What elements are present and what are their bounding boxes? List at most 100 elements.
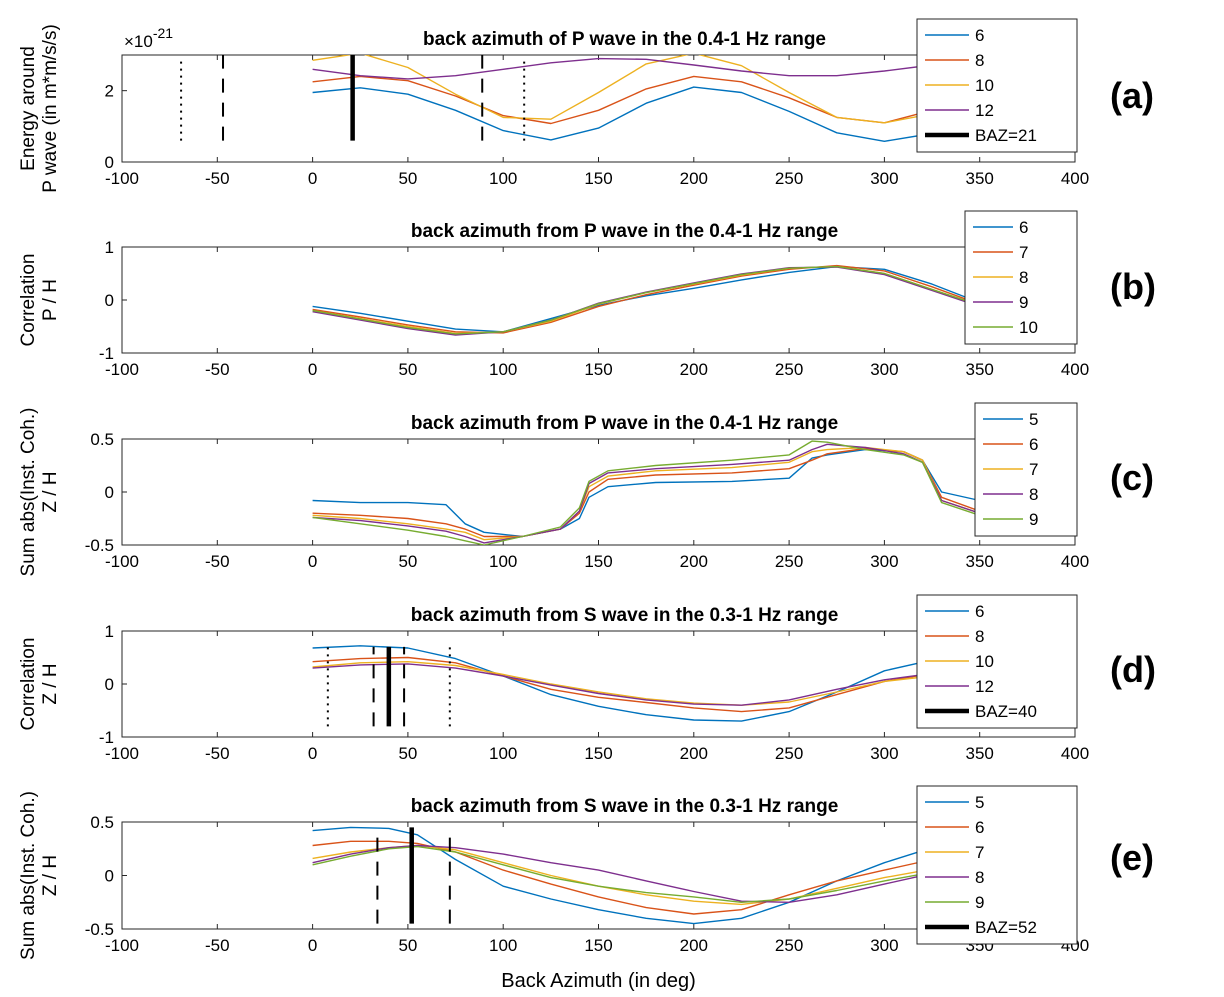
y-tick-label: 2 bbox=[105, 82, 114, 101]
x-tick-label: -100 bbox=[105, 936, 139, 955]
y-tick-label: 0 bbox=[105, 153, 114, 172]
x-tick-label: 200 bbox=[680, 552, 708, 571]
y-tick-label: 0 bbox=[105, 483, 114, 502]
x-tick-label: -50 bbox=[205, 360, 230, 379]
y-axis-label: P wave (in m*m/s/s) bbox=[40, 24, 61, 193]
plot-area bbox=[312, 645, 980, 727]
x-tick-label: 250 bbox=[775, 936, 803, 955]
x-tick-label: 400 bbox=[1061, 360, 1089, 379]
x-tick-label: 200 bbox=[680, 360, 708, 379]
y-tick-label: -0.5 bbox=[85, 536, 114, 555]
x-tick-label: 200 bbox=[680, 169, 708, 188]
panel-label: (a) bbox=[1110, 75, 1154, 116]
plot-area bbox=[312, 264, 980, 336]
x-tick-label: 250 bbox=[775, 744, 803, 763]
series-line-5 bbox=[312, 826, 980, 925]
axes-box bbox=[121, 246, 1076, 354]
panel-label: (c) bbox=[1110, 457, 1154, 498]
axes-box bbox=[121, 54, 1076, 163]
x-axis-label: Back Azimuth (in deg) bbox=[501, 970, 696, 992]
x-tick-label: 300 bbox=[870, 360, 898, 379]
panel-a: back azimuth of P wave in the 0.4-1 Hz r… bbox=[18, 18, 1154, 193]
y-tick-label: 0 bbox=[105, 675, 114, 694]
x-tick-label: -100 bbox=[105, 360, 139, 379]
panel-e: back azimuth from S wave in the 0.3-1 Hz… bbox=[18, 785, 1154, 992]
legend: 6 8 10 12 BAZ=40 bbox=[916, 594, 1078, 729]
y-axis-label: Z / H bbox=[40, 855, 61, 896]
legend-label: 8 bbox=[1019, 268, 1028, 287]
panel-label: (d) bbox=[1110, 649, 1156, 690]
x-tick-label: 0 bbox=[308, 552, 317, 571]
x-tick-label: 50 bbox=[398, 744, 417, 763]
legend-label: 12 bbox=[975, 677, 994, 696]
series-line-7 bbox=[312, 446, 980, 541]
legend-label: 7 bbox=[1019, 243, 1028, 262]
legend-label: 9 bbox=[1029, 510, 1038, 529]
series-line-10 bbox=[312, 55, 981, 124]
x-tick-label: 300 bbox=[870, 169, 898, 188]
panel-d: back azimuth from S wave in the 0.3-1 Hz… bbox=[18, 594, 1156, 763]
x-tick-label: 0 bbox=[308, 936, 317, 955]
chart-title: back azimuth from S wave in the 0.3-1 Hz… bbox=[411, 796, 839, 817]
legend-label: 8 bbox=[1029, 485, 1038, 504]
x-tick-label: 350 bbox=[966, 360, 994, 379]
x-tick-label: 150 bbox=[584, 169, 612, 188]
x-tick-label: 200 bbox=[680, 936, 708, 955]
x-tick-label: -50 bbox=[205, 936, 230, 955]
x-tick-label: 50 bbox=[398, 169, 417, 188]
x-tick-label: -50 bbox=[205, 169, 230, 188]
plot-area bbox=[180, 55, 981, 142]
panel-c: back azimuth from P wave in the 0.4-1 Hz… bbox=[18, 402, 1154, 577]
legend-label: 10 bbox=[975, 652, 994, 671]
x-tick-label: 50 bbox=[398, 552, 417, 571]
y-exponent-label: ×10-21 bbox=[124, 25, 173, 51]
legend-label: 6 bbox=[975, 818, 984, 837]
series-line-10 bbox=[312, 265, 980, 335]
x-tick-label: 0 bbox=[308, 360, 317, 379]
legend-label: 6 bbox=[1029, 435, 1038, 454]
x-tick-label: 150 bbox=[584, 360, 612, 379]
series-line-7 bbox=[312, 264, 980, 334]
x-tick-label: 350 bbox=[966, 744, 994, 763]
panel-b: back azimuth from P wave in the 0.4-1 Hz… bbox=[18, 210, 1156, 379]
legend-label: BAZ=21 bbox=[975, 126, 1037, 145]
x-tick-label: 50 bbox=[398, 936, 417, 955]
legend: 5 6 7 8 9 BAZ=52 bbox=[916, 785, 1078, 945]
x-tick-label: 0 bbox=[308, 169, 317, 188]
plot-area bbox=[312, 826, 980, 925]
series-line-9 bbox=[312, 845, 980, 903]
legend-label: 9 bbox=[1019, 293, 1028, 312]
x-tick-label: 400 bbox=[1061, 169, 1089, 188]
y-tick-label: -1 bbox=[99, 728, 114, 747]
x-tick-label: 250 bbox=[775, 552, 803, 571]
x-tick-label: -100 bbox=[105, 744, 139, 763]
x-tick-label: 400 bbox=[1061, 552, 1089, 571]
x-tick-label: 300 bbox=[870, 936, 898, 955]
x-tick-label: 250 bbox=[775, 360, 803, 379]
x-tick-label: 100 bbox=[489, 360, 517, 379]
x-tick-label: 100 bbox=[489, 169, 517, 188]
y-axis-label: Sum abs(Inst. Coh.) bbox=[18, 408, 39, 577]
y-axis-label: Energy around bbox=[18, 46, 39, 171]
y-axis-label: Sum abs(Inst. Coh.) bbox=[18, 791, 39, 960]
x-tick-label: 150 bbox=[584, 936, 612, 955]
series-line-6 bbox=[312, 86, 981, 142]
series-line-6 bbox=[312, 265, 980, 333]
legend-label: 6 bbox=[975, 26, 984, 45]
legend-label: 6 bbox=[1019, 218, 1028, 237]
x-tick-label: 100 bbox=[489, 936, 517, 955]
panel-label: (e) bbox=[1110, 837, 1154, 878]
series-line-9 bbox=[312, 440, 980, 545]
x-tick-label: -100 bbox=[105, 552, 139, 571]
x-tick-label: 100 bbox=[489, 744, 517, 763]
y-axis-label: Correlation bbox=[18, 638, 39, 731]
x-tick-label: -50 bbox=[205, 744, 230, 763]
chart-title: back azimuth from P wave in the 0.4-1 Hz… bbox=[411, 413, 838, 434]
x-tick-label: 350 bbox=[966, 552, 994, 571]
x-tick-label: 300 bbox=[870, 552, 898, 571]
x-tick-label: -50 bbox=[205, 552, 230, 571]
series-line-6 bbox=[312, 840, 980, 915]
y-axis-label: Z / H bbox=[40, 663, 61, 704]
legend-label: 7 bbox=[975, 843, 984, 862]
x-tick-label: 300 bbox=[870, 744, 898, 763]
